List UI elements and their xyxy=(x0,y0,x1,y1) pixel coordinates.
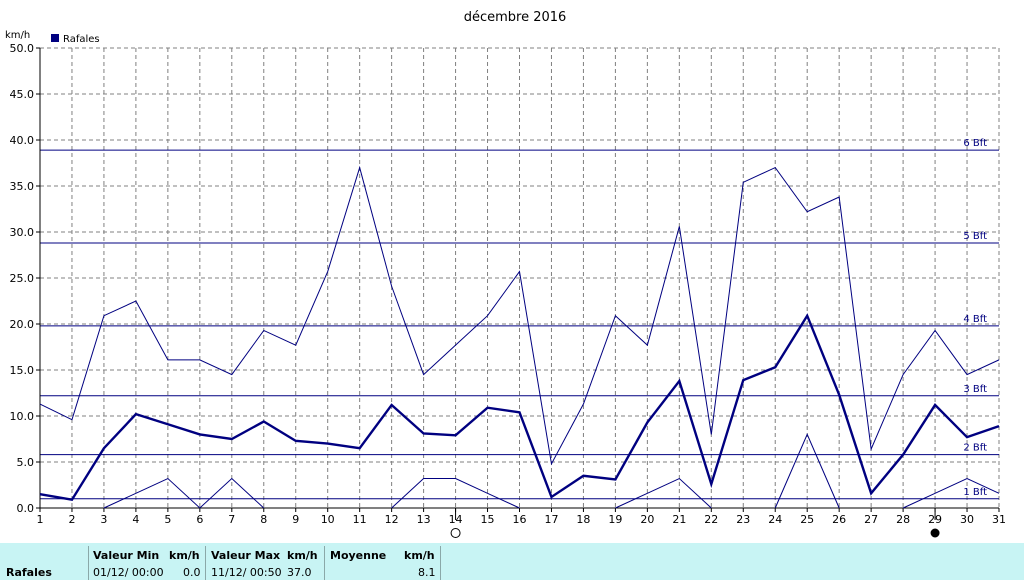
x-tick-label: 27 xyxy=(864,513,878,526)
series xyxy=(39,165,1000,509)
stats-table: Rafales Valeur Min km/h 01/12/ 00:00 0.0… xyxy=(0,543,1024,580)
x-tick-label: 6 xyxy=(196,513,203,526)
x-tick-label: 26 xyxy=(832,513,846,526)
x-tick-label: 23 xyxy=(736,513,750,526)
stats-min-header: Valeur Min xyxy=(93,549,160,562)
divider xyxy=(205,546,206,580)
series-line-min xyxy=(391,478,520,509)
x-tick-label: 2 xyxy=(68,513,75,526)
x-tick-label: 24 xyxy=(768,513,782,526)
beaufort-label: 6 Bft xyxy=(963,138,987,149)
beaufort-label: 4 Bft xyxy=(963,314,987,325)
new-moon-icon xyxy=(930,528,940,538)
x-tick-label: 4 xyxy=(132,513,139,526)
y-tick-label: 5.0 xyxy=(17,456,35,469)
x-tick-label: 10 xyxy=(321,513,335,526)
legend-label: Rafales xyxy=(63,34,100,45)
x-tick-label: 12 xyxy=(385,513,399,526)
x-tick-label: 11 xyxy=(353,513,367,526)
y-tick-label: 10.0 xyxy=(10,410,35,423)
divider xyxy=(440,546,441,580)
stats-min-unit: km/h xyxy=(169,549,200,562)
stats-min-value: 0.0 xyxy=(183,566,201,579)
series-line-min xyxy=(774,433,840,509)
x-tick-label: 25 xyxy=(800,513,814,526)
grid xyxy=(40,47,1000,508)
stats-max-header: Valeur Max xyxy=(211,549,281,562)
divider xyxy=(324,546,325,580)
beaufort-label: 1 Bft xyxy=(963,487,987,498)
x-tick-label: 18 xyxy=(576,513,590,526)
x-tick-label: 31 xyxy=(992,513,1006,526)
series-line-mean xyxy=(39,313,1000,502)
series-line-max xyxy=(39,165,1000,466)
beaufort-label: 5 Bft xyxy=(963,231,987,242)
stats-max-value: 37.0 xyxy=(287,566,312,579)
x-tick-label: 8 xyxy=(260,513,267,526)
beaufort-label: 2 Bft xyxy=(963,443,987,454)
x-tick-label: 17 xyxy=(544,513,558,526)
stats-max-unit: km/h xyxy=(287,549,318,562)
x-tick-label: 3 xyxy=(100,513,107,526)
legend-swatch xyxy=(51,34,59,42)
series-line-min xyxy=(103,477,265,509)
x-tick-label: 20 xyxy=(640,513,654,526)
x-tick-label: 30 xyxy=(960,513,974,526)
stats-min-datetime: 01/12/ 00:00 xyxy=(93,566,164,579)
beaufort-label: 3 Bft xyxy=(963,384,987,395)
y-tick-label: 35.0 xyxy=(10,180,35,193)
x-tick-label: 15 xyxy=(481,513,495,526)
divider xyxy=(88,546,89,580)
y-axis-unit: km/h xyxy=(5,30,30,41)
series-line-min xyxy=(615,477,712,509)
y-tick-label: 45.0 xyxy=(10,88,35,101)
stats-mean-value: 8.1 xyxy=(418,566,436,579)
chart: 1 Bft 2 Bft 3 Bft 4 Bft 5 Bft 6 Bft 0.0 5.0 10.… xyxy=(5,10,1006,538)
stats-max-datetime: 11/12/ 00:50 xyxy=(211,566,282,579)
x-tick-label: 19 xyxy=(608,513,622,526)
stats-row-label: Rafales xyxy=(6,566,52,579)
x-tick-label: 21 xyxy=(672,513,686,526)
chart-title: décembre 2016 xyxy=(464,10,567,25)
x-tick-label: 5 xyxy=(164,513,171,526)
y-tick-label: 40.0 xyxy=(10,134,35,147)
stats-mean-header: Moyenne xyxy=(330,549,387,562)
y-tick-label: 20.0 xyxy=(10,318,35,331)
x-tick-label: 28 xyxy=(896,513,910,526)
full-moon-icon xyxy=(450,528,461,538)
x-tick-label: 13 xyxy=(417,513,431,526)
tick-labels: 0.0 5.0 10.0 15.0 20.0 25.0 30.0 35.0 40.0 45.0 50… xyxy=(10,42,1006,538)
x-tick-label: 7 xyxy=(228,513,235,526)
x-tick-label: 1 xyxy=(37,513,44,526)
y-tick-label: 30.0 xyxy=(10,226,35,239)
y-tick-label: 0.0 xyxy=(17,502,35,515)
x-tick-label: 16 xyxy=(513,513,527,526)
y-tick-label: 15.0 xyxy=(10,364,35,377)
y-tick-label: 50.0 xyxy=(10,42,35,55)
x-tick-label: 22 xyxy=(704,513,718,526)
series-line-min xyxy=(902,478,1000,509)
y-tick-label: 25.0 xyxy=(10,272,35,285)
x-tick-label: 9 xyxy=(292,513,299,526)
stats-mean-unit: km/h xyxy=(404,549,435,562)
